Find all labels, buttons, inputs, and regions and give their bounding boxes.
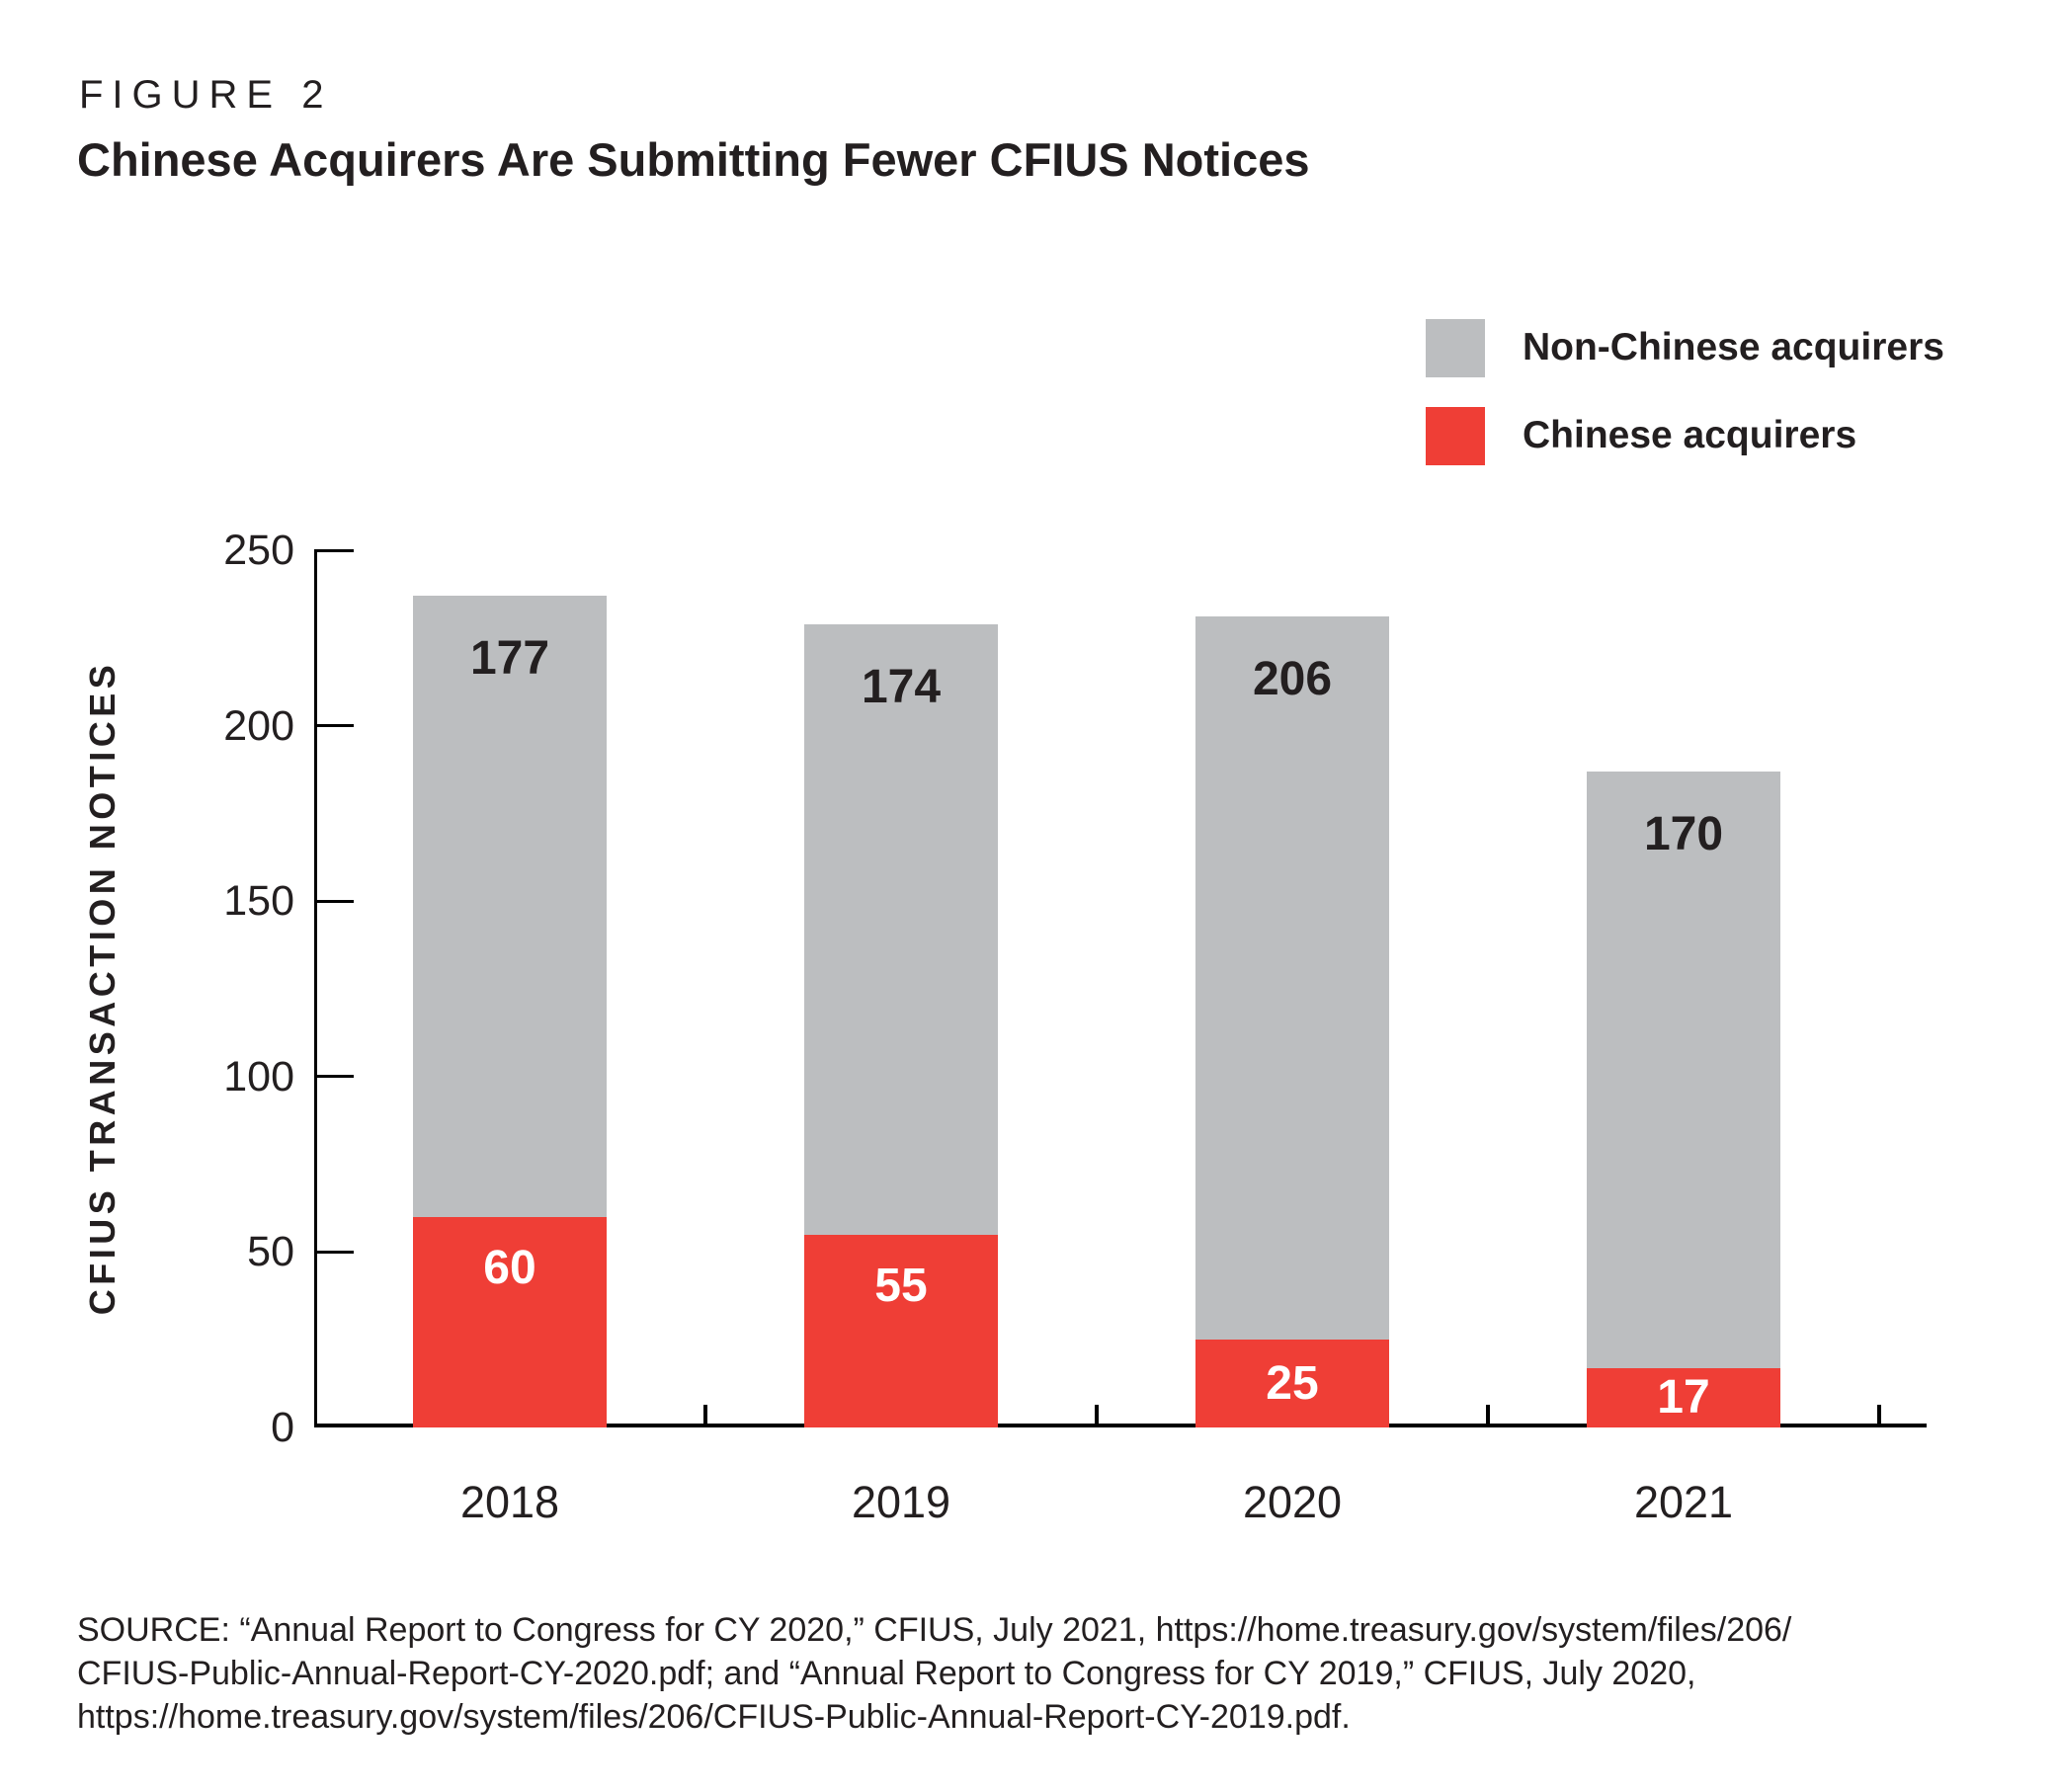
y-tick-label-200: 200: [223, 701, 294, 750]
y-tick-label-50: 50: [247, 1228, 294, 1276]
figure-title: Chinese Acquirers Are Submitting Fewer C…: [77, 133, 1310, 186]
y-axis-title: CFIUS TRANSACTION NOTICES: [82, 660, 123, 1316]
legend-label-non-chinese: Non-Chinese acquirers: [1523, 326, 1944, 368]
value-label-2018-non-chinese: 177: [469, 632, 550, 686]
bar-2020-chinese-segment: [1195, 1340, 1389, 1427]
value-label-2020-non-chinese: 206: [1252, 653, 1333, 706]
source-line-1: SOURCE: “Annual Report to Congress for C…: [77, 1611, 1792, 1649]
bar-2018-non-chinese-segment: [413, 596, 607, 1217]
bar-2019-chinese-segment: [804, 1234, 998, 1427]
y-tick-label-100: 100: [223, 1052, 294, 1100]
legend-item-non-chinese: Non-Chinese acquirers: [1426, 318, 1944, 377]
legend-item-chinese: Chinese acquirers: [1426, 406, 1856, 465]
legend-label-chinese: Chinese acquirers: [1523, 414, 1857, 456]
source-line-2: CFIUS-Public-Annual-Report-CY-2020.pdf; …: [77, 1655, 1696, 1692]
bar-2021-non-chinese-segment: [1587, 771, 1780, 1368]
figure-number-label: FIGURE 2: [79, 73, 333, 117]
legend-swatch-chinese: [1426, 406, 1485, 465]
x-category-label-2018: 2018: [459, 1477, 560, 1527]
x-category-label-2020: 2020: [1242, 1477, 1343, 1527]
x-divider-tick-2: [1095, 1405, 1099, 1427]
value-label-2020-chinese: 25: [1266, 1356, 1319, 1410]
y-tick-label-0: 0: [271, 1404, 294, 1451]
y-tick-line-250: [314, 548, 354, 552]
x-axis-line: [314, 1424, 1927, 1427]
value-label-2019-non-chinese: 174: [861, 660, 942, 713]
value-label-2021-chinese: 17: [1657, 1370, 1710, 1424]
y-axis-line: [314, 550, 317, 1427]
y-tick-line-150: [314, 899, 354, 903]
value-label-2019-chinese: 55: [874, 1259, 928, 1312]
bar-2020-non-chinese-segment: [1195, 616, 1389, 1341]
value-label-2018-chinese: 60: [483, 1241, 536, 1294]
plot-area: 0 50 100 150 200 250 60 177 2018 55 174 2019 25 206 20…: [223, 527, 1927, 1527]
y-tick-line-100: [314, 1075, 354, 1079]
y-tick-line-200: [314, 724, 354, 728]
x-divider-tick-3: [1486, 1405, 1490, 1427]
x-category-label-2019: 2019: [851, 1477, 951, 1527]
value-label-2021-non-chinese: 170: [1643, 807, 1724, 860]
x-category-label-2021: 2021: [1633, 1477, 1734, 1527]
bar-2021-chinese-segment: [1587, 1367, 1780, 1427]
y-tick-label-150: 150: [223, 877, 294, 926]
bar-2019-non-chinese-segment: [804, 623, 998, 1235]
x-divider-tick-1: [703, 1405, 707, 1427]
legend-swatch-non-chinese: [1426, 318, 1485, 377]
source-line-3: https://home.treasury.gov/system/files/2…: [77, 1698, 1351, 1736]
y-tick-label-250: 250: [223, 527, 294, 574]
bar-2018-chinese-segment: [413, 1216, 607, 1427]
source-note: SOURCE: “Annual Report to Congress for C…: [77, 1608, 1791, 1739]
y-tick-line-50: [314, 1250, 354, 1254]
x-divider-tick-4: [1877, 1405, 1881, 1427]
